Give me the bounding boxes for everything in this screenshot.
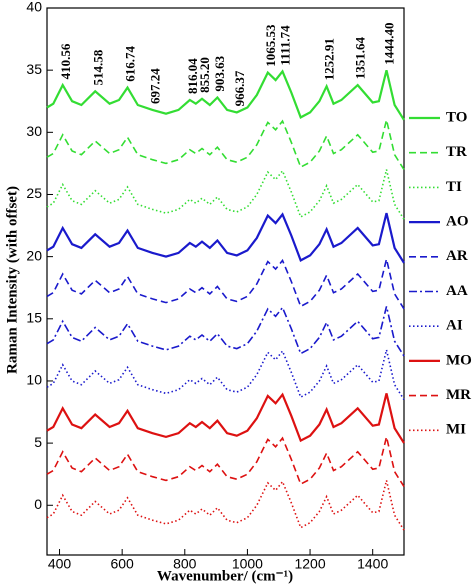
legend-label: AO [446, 214, 469, 230]
y-tick-label: 15 [26, 309, 42, 325]
y-tick-label: 5 [34, 434, 42, 450]
spectrum-line [46, 306, 405, 357]
peak-annotation: 966.37 [232, 70, 247, 106]
spectrum-line [46, 212, 405, 264]
peak-annotation: 697.24 [148, 68, 163, 104]
legend-label: MO [446, 352, 472, 368]
legend-label: TI [446, 179, 462, 195]
peak-annotation: 514.58 [90, 49, 105, 85]
legend-label: TO [446, 109, 467, 125]
y-tick-label: 0 [34, 496, 42, 512]
y-tick-label: 40 [26, 0, 42, 15]
peak-annotation: 855.20 [197, 57, 212, 93]
spectrum-line [46, 349, 405, 401]
peak-annotation: 1351.64 [353, 36, 368, 79]
spectrum-line [46, 169, 405, 220]
peak-annotation: 816.04 [185, 58, 200, 94]
peak-annotation: 1252.91 [322, 38, 337, 80]
y-tick-label: 35 [26, 61, 42, 77]
x-axis-label: Wavenumber/ (cm⁻¹) [157, 568, 293, 584]
spectrum-line [46, 258, 405, 310]
legend-label: MR [446, 387, 471, 403]
x-tick-label: 1000 [232, 556, 263, 572]
legend-label: AI [446, 318, 463, 334]
x-tick-label: 1400 [357, 556, 388, 572]
legend-label: AR [446, 248, 468, 264]
x-tick-label: 1200 [294, 556, 325, 572]
y-tick-label: 30 [26, 123, 42, 139]
spectrum-line [46, 436, 405, 488]
spectrum-line [46, 119, 405, 171]
peak-annotation: 903.63 [212, 55, 227, 91]
peak-annotation: 410.56 [58, 43, 73, 79]
peak-annotation: 616.74 [122, 45, 137, 81]
peak-annotation: 1444.40 [382, 22, 397, 64]
x-tick-label: 800 [173, 556, 197, 572]
y-tick-label: 20 [26, 247, 42, 263]
peak-annotation: 1065.53 [263, 24, 278, 67]
x-tick-label: 600 [110, 556, 134, 572]
spectrum-line [46, 69, 405, 121]
legend-label: MI [446, 422, 466, 438]
legend-label: AA [446, 283, 468, 299]
y-tick-label: 25 [26, 185, 42, 201]
spectrum-line [46, 480, 405, 531]
y-axis-label: Raman Intensity (with offset) [4, 186, 20, 374]
spectrum-line [46, 392, 405, 444]
plot-frame [46, 7, 405, 556]
peak-annotation: 1111.74 [277, 25, 292, 66]
y-tick-label: 10 [26, 372, 42, 388]
x-tick-label: 400 [48, 556, 72, 572]
legend-label: TR [446, 144, 467, 160]
